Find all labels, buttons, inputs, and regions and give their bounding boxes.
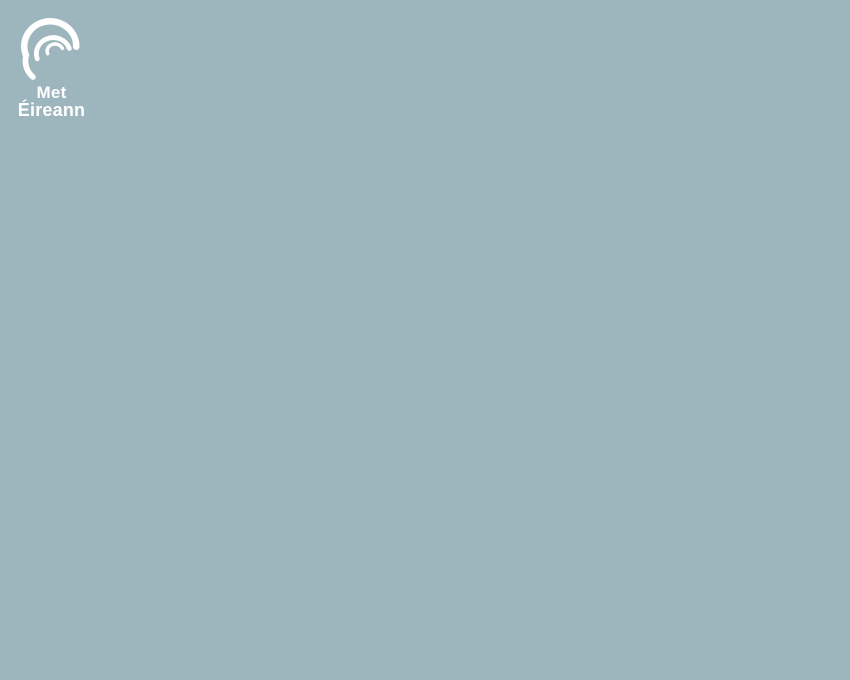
met-eireann-logo: Met Éireann: [2, 2, 101, 122]
logo-text-line2: Éireann: [17, 100, 86, 121]
met-eireann-swirl-icon: [20, 18, 80, 80]
logo-text-line1: Met: [36, 83, 67, 102]
logo-text: Met Éireann: [18, 84, 85, 120]
